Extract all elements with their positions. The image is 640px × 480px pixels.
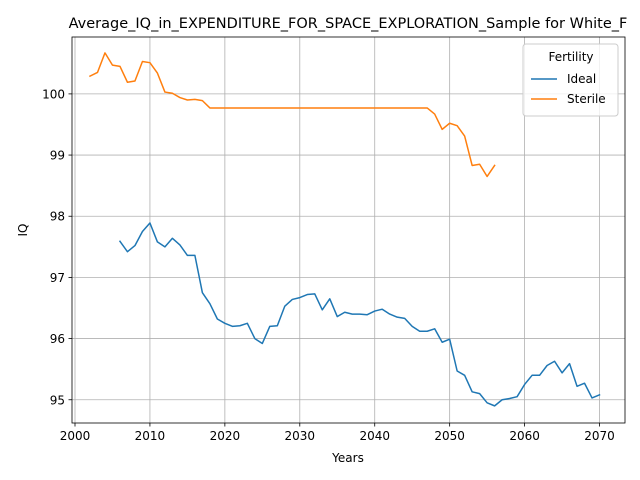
y-tick-label: 100 [42, 87, 65, 101]
x-tick-label: 2000 [60, 429, 91, 443]
series-line-sterile [88, 52, 496, 178]
x-tick-label: 2070 [584, 429, 615, 443]
plot-frame [71, 36, 626, 424]
x-tick-label: 2030 [285, 429, 316, 443]
legend-label-sterile: Sterile [567, 92, 606, 106]
y-tick-label: 96 [50, 332, 65, 346]
y-tick-label: 95 [50, 393, 65, 407]
legend-box [522, 43, 619, 117]
legend-label-ideal: Ideal [567, 72, 596, 86]
series-line-ideal [118, 222, 601, 407]
y-tick-label: 99 [50, 149, 65, 163]
legend: Fertility Ideal Sterile [522, 43, 619, 117]
chart-title: Average_IQ_in_EXPENDITURE_FOR_SPACE_EXPL… [69, 16, 628, 32]
x-tick-label: 2010 [135, 429, 166, 443]
y-tick-label: 98 [50, 210, 65, 224]
y-axis-label: IQ [16, 224, 30, 237]
x-tick-label: 2050 [434, 429, 465, 443]
y-tick-label: 97 [50, 271, 65, 285]
x-tick-label: 2060 [509, 429, 540, 443]
legend-title: Fertility [548, 50, 593, 64]
axis-ticks: 2000 2010 2020 2030 2040 2050 2060 2070 95 96 97 98… [42, 87, 615, 443]
x-tick-label: 2040 [359, 429, 390, 443]
x-axis-label: Years [331, 451, 364, 465]
x-tick-label: 2020 [210, 429, 241, 443]
series-lines [88, 52, 601, 407]
